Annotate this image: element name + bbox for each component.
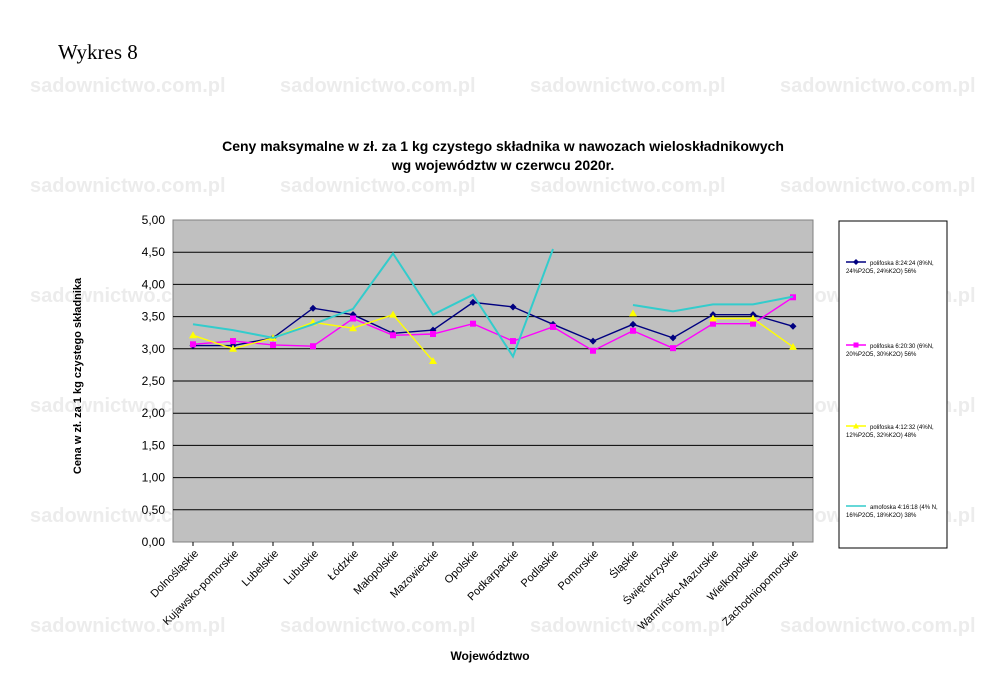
data-point <box>589 337 597 345</box>
legend-label: polifoska 4:12:32 (4%N, 12%P2O5, 32%K2O) … <box>846 425 934 439</box>
data-point <box>750 320 756 327</box>
data-point <box>229 344 237 352</box>
y-tick-label: 4,00 <box>142 277 166 291</box>
watermark-text: sadownictwo.com.pl <box>30 615 226 637</box>
data-point <box>230 338 236 345</box>
legend-entry-1: polifoska 8:24:24 (8%N, 24%P2O5, 24%K2O) … <box>846 259 934 275</box>
legend-label: polifoska 8:24:24 (8%N, 24%P2O5, 24%K2O) … <box>846 261 934 275</box>
watermark-text: sadownictwo.com.pl <box>780 75 976 97</box>
x-tick-label: Opolskie <box>442 548 481 587</box>
data-point <box>630 327 636 334</box>
y-axis-label: Cena w zł. za 1 kg czystego składnika <box>72 277 84 474</box>
legend-entry-2: polifoska 6:20:30 (6%N, 20%P2O5, 30%K2O) … <box>846 342 934 358</box>
legend-entries: polifoska 8:24:24 (8%N, 24%P2O5, 24%K2O) … <box>846 259 938 519</box>
y-tick-label: 0,50 <box>142 503 166 517</box>
x-tick-label: Lubuskie <box>281 548 321 588</box>
y-tick-label: 5,00 <box>142 213 166 227</box>
y-tick-label: 0,00 <box>142 535 166 549</box>
gridlines <box>173 251 813 511</box>
legend-marker <box>853 342 859 348</box>
watermark-text: sadownictwo.com.pl <box>780 175 976 197</box>
x-axis-label: Województwo <box>450 649 529 663</box>
y-tick-label: 2,50 <box>142 374 166 388</box>
y-tick-label: 3,50 <box>142 310 166 324</box>
series-line <box>192 248 554 359</box>
data-point <box>510 338 516 345</box>
data-point <box>390 332 396 339</box>
y-tick-label: 2,00 <box>142 406 166 420</box>
series-line <box>192 296 794 352</box>
data-point <box>710 320 716 327</box>
y-tick-label: 3,00 <box>142 342 166 356</box>
watermark-text: sadownictwo.com.pl <box>30 175 226 197</box>
watermark-text: sadownictwo.com.pl <box>280 615 476 637</box>
legend-entry-4: amofoska 4:16:18 (4% N, 16%P2O5, 18%K2O) … <box>846 505 938 519</box>
watermark-text: sadownictwo.com.pl <box>530 615 726 637</box>
data-point <box>309 304 317 312</box>
watermark-text: sadownictwo.com.pl <box>530 75 726 97</box>
legend-marker <box>853 423 859 429</box>
legend-entry-3: polifoska 4:12:32 (4%N, 12%P2O5, 32%K2O) … <box>846 423 934 439</box>
watermark-text: sadownictwo.com.pl <box>280 175 476 197</box>
data-point <box>469 298 477 306</box>
data-point <box>190 341 196 348</box>
watermark-text: sadownictwo.com.pl <box>780 615 976 637</box>
data-point <box>629 309 637 317</box>
watermark-text: sadownictwo.com.pl <box>30 75 226 97</box>
data-point <box>429 357 437 365</box>
data-point <box>789 322 797 330</box>
y-tick-label: 4,50 <box>142 245 166 259</box>
legend-marker <box>853 259 859 265</box>
y-tick-label: 1,00 <box>142 471 166 485</box>
data-point <box>789 342 797 350</box>
series-4 <box>192 248 794 359</box>
y-tick-labels: 0,00 0,50 1,00 1,50 2,00 2,50 3,00 3,50 4,00 4,50… <box>142 213 166 549</box>
data-point <box>310 343 316 350</box>
legend <box>838 220 948 549</box>
watermark-text: sadownictwo.com.pl <box>530 175 726 197</box>
data-point <box>550 323 556 330</box>
chart-title: Ceny maksymalne w zł. za 1 kg czystego s… <box>222 138 784 154</box>
data-point <box>430 330 436 337</box>
data-point <box>749 314 757 322</box>
x-tick-label: Podlaskie <box>519 548 561 590</box>
x-tick-label: Pomorskie <box>556 548 601 593</box>
x-tick-label: Lubelskie <box>240 548 281 589</box>
x-tick-label: Łódzkie <box>326 548 361 583</box>
legend-label: polifoska 6:20:30 (6%N, 20%P2O5, 30%K2O) … <box>846 344 934 358</box>
series-group <box>189 248 797 365</box>
chart-subtitle: wg województw w czerwcu 2020r. <box>391 157 615 173</box>
data-point <box>590 347 596 354</box>
data-point <box>709 314 717 322</box>
data-point <box>669 334 677 342</box>
data-point <box>470 320 476 327</box>
data-point <box>629 320 637 328</box>
x-tick-label: Śląskie <box>607 547 641 581</box>
page-heading: Wykres 8 <box>58 40 138 64</box>
data-point <box>270 341 276 348</box>
data-point <box>189 331 197 339</box>
data-point <box>670 345 676 352</box>
series-line <box>193 301 794 347</box>
legend-label: amofoska 4:16:18 (4% N, 16%P2O5, 18%K2O) … <box>846 505 938 519</box>
data-point <box>350 315 356 322</box>
data-point <box>389 310 397 318</box>
watermark-text: sadownictwo.com.pl <box>280 75 476 97</box>
data-point <box>509 303 517 311</box>
series-2 <box>190 294 796 354</box>
y-tick-label: 1,50 <box>142 438 166 452</box>
data-point <box>349 324 357 332</box>
